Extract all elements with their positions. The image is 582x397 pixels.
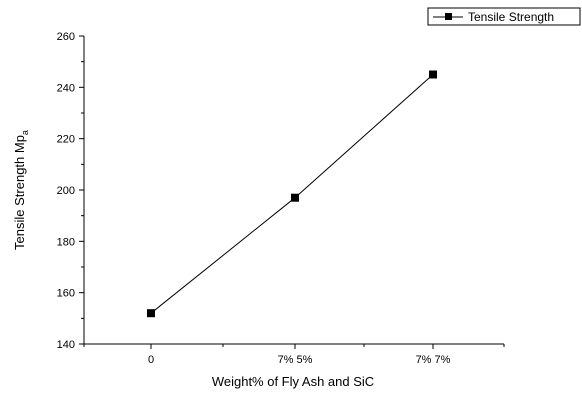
legend-box <box>427 7 581 26</box>
legend-marker <box>445 13 452 20</box>
x-tick-label: 7% 7% <box>416 354 451 366</box>
x-ticks: 0 7% 5% 7% 7% <box>83 344 505 366</box>
y-tick-label: 200 <box>57 185 75 197</box>
y-tick-label: 260 <box>57 31 75 43</box>
y-tick-label: 220 <box>57 134 75 146</box>
x-axis-label: Weight% of Fly Ash and SiC <box>212 374 374 389</box>
y-axis-label-main: Tensile Strength Mp <box>12 135 27 250</box>
y-ticks: 140 160 180 200 220 240 260 <box>57 31 84 351</box>
y-tick-label: 180 <box>57 236 75 248</box>
series-layer <box>147 70 437 318</box>
data-point <box>429 70 437 79</box>
y-tick-label: 160 <box>57 288 75 300</box>
y-axis-label: Tensile Strength Mpa <box>12 130 30 250</box>
y-axis-label-subscript: a <box>20 130 30 135</box>
axes <box>83 36 504 345</box>
legend: Tensile Strength <box>427 7 581 26</box>
y-tick-label: 140 <box>57 339 75 351</box>
legend-label: Tensile Strength <box>468 10 554 24</box>
data-point <box>291 193 299 202</box>
x-tick-label: 7% 5% <box>278 354 313 366</box>
y-tick-label: 240 <box>57 82 75 94</box>
data-point <box>147 309 155 318</box>
x-tick-label: 0 <box>148 354 154 366</box>
